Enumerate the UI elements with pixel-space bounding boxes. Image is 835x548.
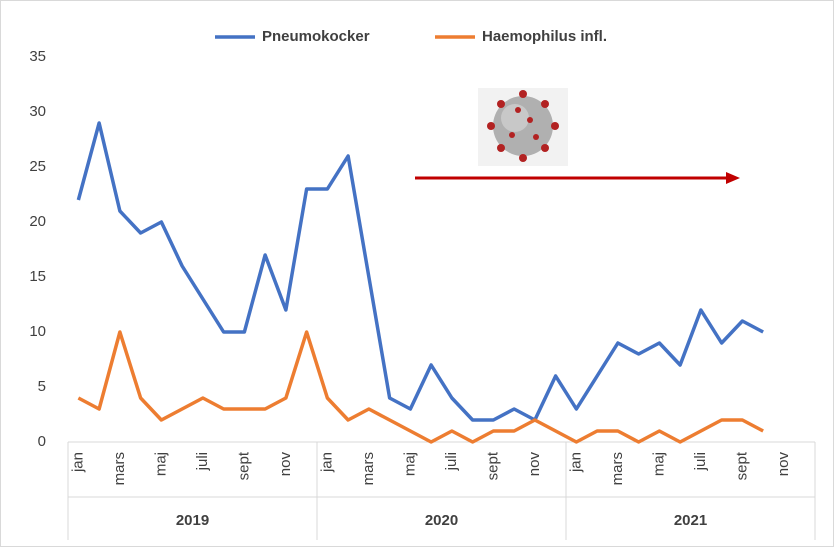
x-tick-label: nov bbox=[526, 452, 543, 477]
x-tick-label: sept bbox=[235, 451, 252, 480]
y-tick-label: 20 bbox=[29, 213, 46, 230]
x-tick-label: juli bbox=[443, 452, 460, 471]
y-tick-label: 0 bbox=[38, 433, 46, 450]
y-tick-label: 15 bbox=[29, 268, 46, 285]
x-tick-label: mars bbox=[111, 452, 128, 485]
virus-image bbox=[478, 88, 568, 166]
group-label: 2020 bbox=[425, 512, 458, 529]
legend-label: Haemophilus infl. bbox=[482, 28, 607, 45]
x-tick-label: mars bbox=[609, 452, 626, 485]
chart: 0 5 10 15 20 25 30 35 jan mars maj juli sept nov jan ma… bbox=[0, 0, 835, 548]
x-tick-label: nov bbox=[775, 452, 792, 477]
x-tick-label: maj bbox=[650, 452, 667, 476]
y-tick-label: 35 bbox=[29, 48, 46, 65]
group-label: 2021 bbox=[674, 512, 707, 529]
x-tick-label: nov bbox=[277, 452, 294, 477]
y-tick-label: 10 bbox=[29, 323, 46, 340]
x-tick-label: juli bbox=[692, 452, 709, 471]
legend-label: Pneumokocker bbox=[262, 28, 370, 45]
x-tick-label: jan bbox=[69, 452, 86, 473]
x-tick-label: juli bbox=[194, 452, 211, 471]
x-tick-label: mars bbox=[360, 452, 377, 485]
x-tick-label: jan bbox=[318, 452, 335, 473]
x-tick-label: jan bbox=[567, 452, 584, 473]
x-tick-label: maj bbox=[401, 452, 418, 476]
group-label: 2019 bbox=[176, 512, 209, 529]
x-tick-label: sept bbox=[484, 451, 501, 480]
x-tick-label: maj bbox=[152, 452, 169, 476]
y-tick-label: 25 bbox=[29, 158, 46, 175]
y-tick-label: 30 bbox=[29, 103, 46, 120]
x-tick-label: sept bbox=[733, 451, 750, 480]
y-tick-label: 5 bbox=[38, 378, 46, 395]
